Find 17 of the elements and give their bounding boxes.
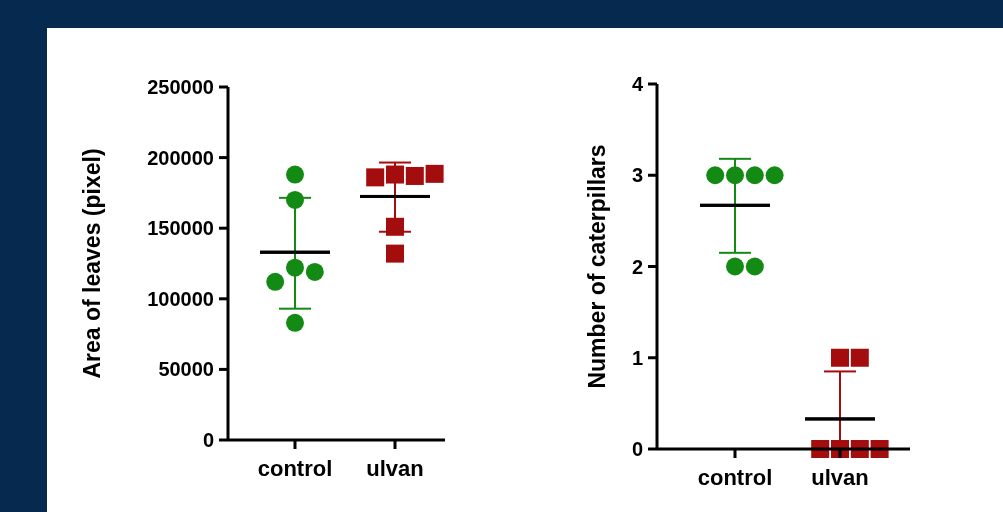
y-tick-label: 4 bbox=[631, 73, 644, 95]
y-tick-label: 0 bbox=[631, 438, 643, 460]
y-tick-label: 0 bbox=[202, 429, 214, 451]
y-axis-title: Number of caterpillars bbox=[584, 144, 610, 389]
y-tick-label: 100000 bbox=[147, 287, 214, 310]
y-tick-label: 1 bbox=[631, 346, 643, 369]
y-tick-label: 150000 bbox=[147, 217, 214, 240]
y-tick-label: 50000 bbox=[158, 358, 214, 381]
y-tick-label: 3 bbox=[631, 164, 643, 187]
y-tick-label: 200000 bbox=[147, 146, 214, 169]
y-axis-title: Area of leaves (pixel) bbox=[79, 148, 105, 379]
x-tick-label: control bbox=[257, 456, 333, 481]
x-tick-label: control bbox=[697, 465, 773, 490]
y-tick-label: 2 bbox=[631, 255, 643, 278]
x-tick-label: ulvan bbox=[811, 465, 869, 490]
y-tick-label: 250000 bbox=[147, 76, 214, 98]
x-tick-label: ulvan bbox=[366, 456, 424, 481]
